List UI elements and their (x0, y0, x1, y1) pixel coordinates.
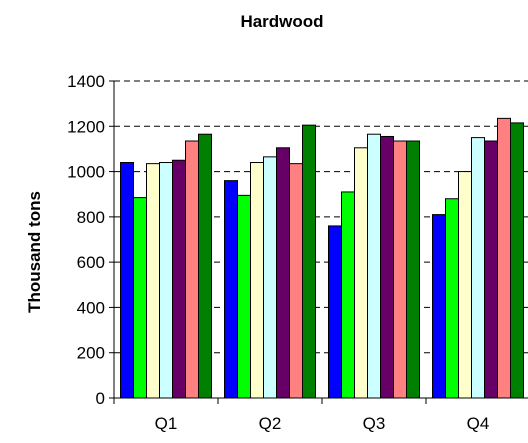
bar-q4-series-6 (497, 117, 511, 399)
bar-q3-series-3 (354, 147, 368, 399)
bar-q1-series-4 (159, 162, 173, 399)
bar-q1-series-7 (198, 133, 212, 399)
y-tick-label: 1200 (67, 117, 105, 136)
x-tick-label: Q1 (155, 414, 178, 433)
x-tick-label: Q2 (259, 414, 282, 433)
y-tick-label: 400 (77, 298, 105, 317)
y-tick-label: 0 (96, 389, 105, 408)
bar-q1-series-1 (120, 162, 134, 399)
bars (120, 117, 524, 399)
bar-q4-series-5 (484, 140, 498, 399)
bar-q3-series-2 (341, 191, 355, 399)
bar-q2-series-5 (276, 147, 290, 399)
bar-q4-series-4 (471, 137, 485, 399)
y-axis-label: Thousand tons (25, 191, 44, 313)
bar-q1-series-2 (133, 197, 147, 399)
bar-q3-series-5 (380, 135, 394, 399)
bar-q1-series-3 (146, 163, 160, 399)
bar-q2-series-4 (263, 156, 277, 399)
bar-q2-series-3 (250, 162, 264, 399)
y-tick-label: 1400 (67, 72, 105, 91)
bar-q3-series-4 (367, 133, 381, 399)
bar-q3-series-7 (406, 140, 420, 399)
tick-labels: 0 200 400 600 800 1000 1200 1400 Q1 Q2 Q3 Q4 (67, 72, 489, 433)
bar-q2-series-1 (224, 180, 238, 399)
y-tick-label: 1000 (67, 163, 105, 182)
bar-q4-series-7 (510, 122, 524, 399)
axes (109, 80, 528, 404)
x-tick-label: Q4 (467, 414, 490, 433)
bar-q3-series-6 (393, 140, 407, 399)
y-tick-label: 200 (77, 344, 105, 363)
bar-q2-series-7 (302, 124, 316, 399)
x-tick-label: Q3 (363, 414, 386, 433)
bar-q4-series-1 (432, 214, 446, 399)
y-tick-label: 600 (77, 253, 105, 272)
bar-q4-series-3 (458, 171, 472, 399)
y-tick-label: 800 (77, 208, 105, 227)
bar-q2-series-2 (237, 194, 251, 399)
chart-title: Hardwood (240, 12, 323, 31)
bar-q4-series-2 (445, 198, 459, 399)
bar-q2-series-6 (289, 163, 303, 399)
bar-q1-series-5 (172, 159, 186, 399)
bar-q1-series-6 (185, 140, 199, 399)
bar-q3-series-1 (328, 225, 342, 399)
